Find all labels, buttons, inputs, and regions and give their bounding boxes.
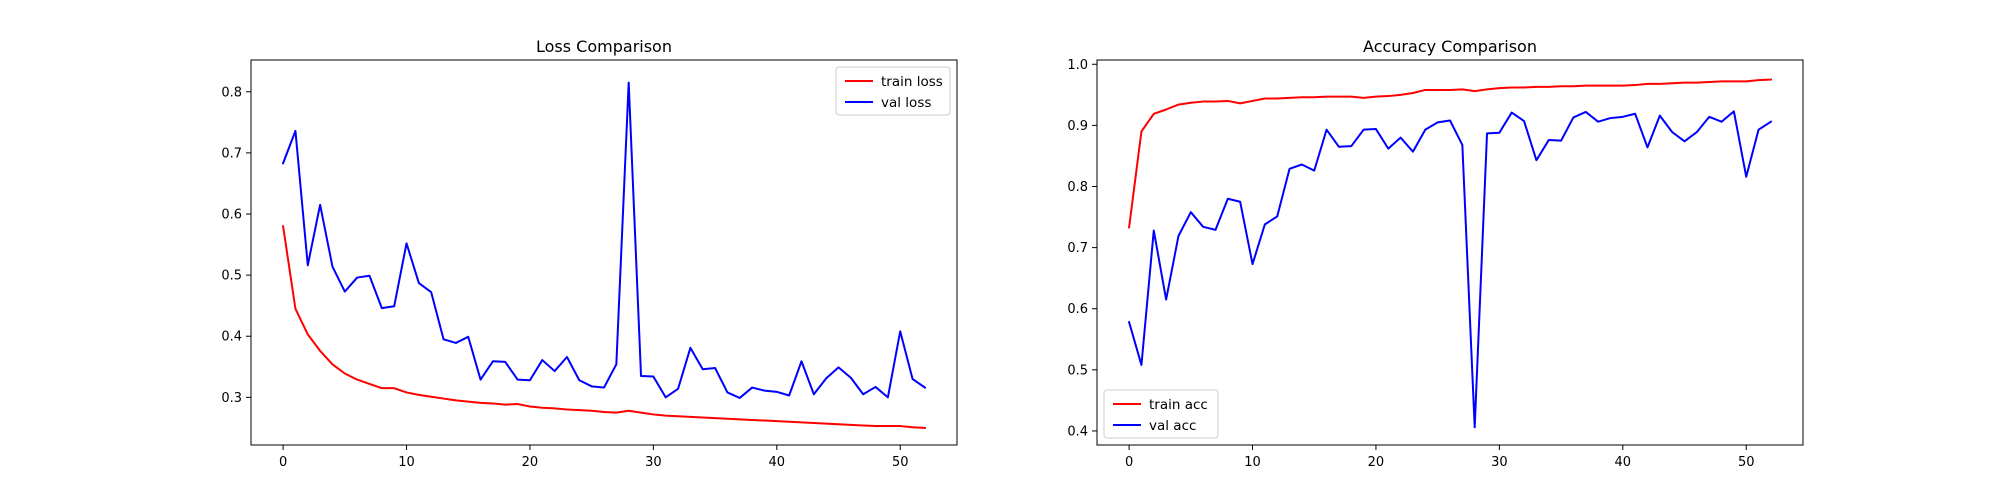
accuracy-ytick-label: 0.4 bbox=[1067, 424, 1088, 439]
loss-xtick-label: 0 bbox=[279, 455, 287, 470]
loss-plot-legend: train loss val loss bbox=[835, 66, 951, 116]
loss-ytick-label: 0.6 bbox=[221, 208, 242, 223]
accuracy-ytick-label: 0.7 bbox=[1067, 241, 1088, 256]
accuracy-plot-axes: 0 10 20 30 40 50 0.4 0.5 0.6 0.7 0.8 0.9 1.0 bbox=[1067, 58, 1754, 470]
accuracy-ytick-label: 0.5 bbox=[1067, 363, 1088, 378]
accuracy-ytick-label: 0.9 bbox=[1067, 119, 1088, 134]
loss-legend-label: val loss bbox=[881, 95, 931, 111]
loss-series-train-loss-line bbox=[281, 225, 926, 429]
loss-ytick-label: 0.7 bbox=[221, 146, 242, 161]
loss-plot-frame bbox=[250, 59, 958, 446]
accuracy-xtick-label: 50 bbox=[1738, 455, 1755, 470]
loss-legend-label: train loss bbox=[881, 74, 943, 90]
loss-xtick-label: 30 bbox=[645, 455, 662, 470]
loss-plot-title: Loss Comparison bbox=[536, 37, 672, 56]
loss-plot-series bbox=[281, 81, 927, 429]
loss-ytick-label: 0.4 bbox=[221, 330, 242, 345]
accuracy-xtick-label: 0 bbox=[1125, 455, 1133, 470]
loss-series-val-loss-line bbox=[281, 81, 927, 399]
accuracy-series-train-acc-line bbox=[1127, 78, 1772, 229]
accuracy-xtick-label: 40 bbox=[1615, 455, 1632, 470]
loss-plot-axes: 0 10 20 30 40 50 0.3 0.4 0.5 0.6 0.7 0.8 bbox=[221, 85, 908, 470]
loss-plot: Loss Comparison 0 10 20 30 40 500.30.40.50.60… bbox=[221, 37, 958, 470]
accuracy-xtick-label: 10 bbox=[1244, 455, 1261, 470]
loss-ytick-label: 0.8 bbox=[221, 85, 242, 100]
accuracy-plot-title: Accuracy Comparison bbox=[1363, 37, 1537, 56]
accuracy-legend-label: val acc bbox=[1149, 418, 1196, 434]
loss-xtick-label: 40 bbox=[769, 455, 786, 470]
accuracy-ytick-label: 1.0 bbox=[1067, 58, 1088, 73]
accuracy-plot-series bbox=[1127, 78, 1773, 429]
loss-ytick-label: 0.3 bbox=[221, 391, 242, 406]
loss-xtick-label: 10 bbox=[398, 455, 415, 470]
loss-xtick-label: 50 bbox=[892, 455, 909, 470]
accuracy-plot-legend: train acc val acc bbox=[1103, 389, 1219, 439]
loss-ytick-label: 0.5 bbox=[221, 269, 242, 284]
accuracy-xtick-label: 20 bbox=[1368, 455, 1385, 470]
accuracy-legend-label: train acc bbox=[1149, 397, 1208, 413]
accuracy-ytick-label: 0.8 bbox=[1067, 180, 1088, 195]
loss-xtick-label: 20 bbox=[522, 455, 539, 470]
accuracy-ytick-label: 0.6 bbox=[1067, 302, 1088, 317]
accuracy-plot: Accuracy Comparison 0 10 20 30 40 50 0.4 0.5 0.6… bbox=[1067, 37, 1804, 470]
accuracy-series-val-acc-line bbox=[1127, 110, 1773, 429]
accuracy-xtick-label: 30 bbox=[1491, 455, 1508, 470]
accuracy-plot-frame bbox=[1096, 59, 1804, 446]
